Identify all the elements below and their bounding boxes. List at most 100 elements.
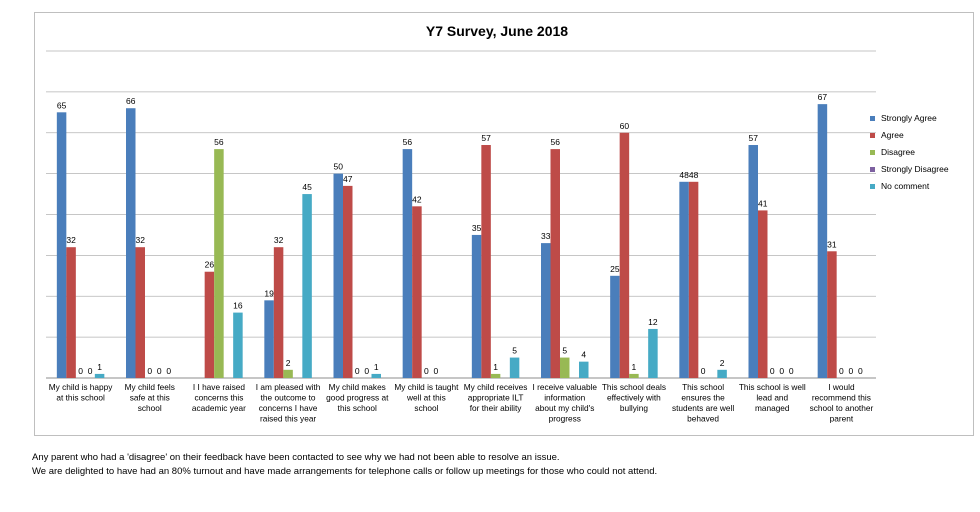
legend-label: Agree xyxy=(881,130,904,140)
bar-strongly-agree xyxy=(402,149,413,378)
category-label: My child makes xyxy=(329,382,386,392)
legend-swatch xyxy=(870,184,875,189)
category-label: My child receives xyxy=(464,382,528,392)
data-label: 26 xyxy=(205,260,215,270)
data-label: 41 xyxy=(758,198,768,208)
category-label: My child feels xyxy=(125,382,175,392)
data-label: 1 xyxy=(632,362,637,372)
legend-swatch xyxy=(870,133,875,138)
category-label: about my child's xyxy=(535,403,594,413)
category-label: safe at this xyxy=(130,393,170,403)
data-label: 31 xyxy=(827,239,837,249)
bar-agree xyxy=(412,206,422,378)
category-label: school to another xyxy=(810,403,874,413)
category-label: this school xyxy=(338,403,377,413)
bar-strongly-agree xyxy=(471,234,482,378)
bar-agree xyxy=(135,247,145,378)
data-label: 32 xyxy=(66,235,76,245)
category-label: lead and xyxy=(756,393,788,403)
category-label: for their ability xyxy=(470,403,522,413)
data-label: 42 xyxy=(412,194,422,204)
category-label: information xyxy=(544,393,585,403)
data-label: 57 xyxy=(481,133,491,143)
legend-label: Strongly Agree xyxy=(881,113,937,123)
data-label: 0 xyxy=(434,366,439,376)
bar-strongly-agree xyxy=(126,108,136,378)
data-label: 0 xyxy=(166,366,171,376)
bar-disagree xyxy=(629,373,639,378)
category-label: well at this xyxy=(406,393,446,403)
category-label: academic year xyxy=(192,403,246,413)
data-label: 0 xyxy=(770,366,775,376)
category-label: This school is well xyxy=(739,382,806,392)
data-label: 0 xyxy=(364,366,369,376)
data-label: 2 xyxy=(286,358,291,368)
bar-agree xyxy=(758,210,768,378)
data-label: 35 xyxy=(472,223,482,233)
category-label: recommend this xyxy=(812,393,871,403)
data-label: 56 xyxy=(214,137,224,147)
bar-agree xyxy=(481,145,491,378)
data-label: 0 xyxy=(355,366,360,376)
category-label: behaved xyxy=(687,414,719,424)
bar-agree xyxy=(273,247,284,378)
bar-agree xyxy=(827,251,837,378)
data-label: 0 xyxy=(849,366,854,376)
data-label: 1 xyxy=(493,362,498,372)
bar-disagree xyxy=(283,369,293,378)
bar-strongly-agree xyxy=(541,243,551,378)
bar-disagree xyxy=(214,149,224,378)
data-label: 0 xyxy=(839,366,844,376)
category-label: I I have raised xyxy=(193,382,246,392)
category-label: This school deals xyxy=(602,382,666,392)
bar-strongly-agree xyxy=(56,112,67,378)
bar-no-comment xyxy=(509,357,520,378)
data-label: 48 xyxy=(689,170,699,180)
data-label: 33 xyxy=(541,231,551,241)
bar-strongly-agree xyxy=(817,104,828,378)
data-label: 1 xyxy=(97,362,102,372)
category-label: at this school xyxy=(56,393,105,403)
data-label: 2 xyxy=(720,358,725,368)
category-label: progress xyxy=(549,414,581,424)
bar-strongly-agree xyxy=(264,300,274,378)
bar-no-comment xyxy=(579,361,589,378)
bar-agree xyxy=(688,181,699,378)
bar-strongly-agree xyxy=(748,145,758,378)
data-label: 56 xyxy=(403,137,413,147)
category-label: raised this year xyxy=(260,414,316,424)
bar-no-comment xyxy=(94,373,105,378)
bar-agree xyxy=(619,132,630,378)
category-label: I would xyxy=(828,382,855,392)
data-label: 65 xyxy=(57,100,67,110)
category-label: appropriate ILT xyxy=(468,393,524,403)
data-label: 57 xyxy=(749,133,759,143)
data-label: 5 xyxy=(512,346,517,356)
category-label: bullying xyxy=(620,403,649,413)
bar-agree xyxy=(550,149,560,378)
bar-strongly-agree xyxy=(610,275,620,378)
category-label: the outcome to xyxy=(261,393,316,403)
data-label: 1 xyxy=(374,362,379,372)
data-label: 5 xyxy=(562,346,567,356)
bar-strongly-agree xyxy=(679,181,689,378)
legend-swatch xyxy=(870,167,875,172)
category-label: concerns I have xyxy=(259,403,318,413)
data-label: 47 xyxy=(343,174,353,184)
category-label: managed xyxy=(755,403,790,413)
data-label: 0 xyxy=(779,366,784,376)
category-label: school xyxy=(414,403,438,413)
chart-frame xyxy=(34,12,974,436)
data-label: 0 xyxy=(78,366,83,376)
data-label: 66 xyxy=(126,96,136,106)
data-label: 67 xyxy=(818,92,828,102)
legend-label: No comment xyxy=(881,181,930,191)
category-label: parent xyxy=(830,414,854,424)
data-label: 0 xyxy=(424,366,429,376)
data-label: 16 xyxy=(233,301,243,311)
legend-swatch xyxy=(870,116,875,121)
bar-strongly-agree xyxy=(333,173,343,378)
category-label: This school xyxy=(682,382,724,392)
footnote-turnout: We are delighted to have had an 80% turn… xyxy=(32,466,658,477)
